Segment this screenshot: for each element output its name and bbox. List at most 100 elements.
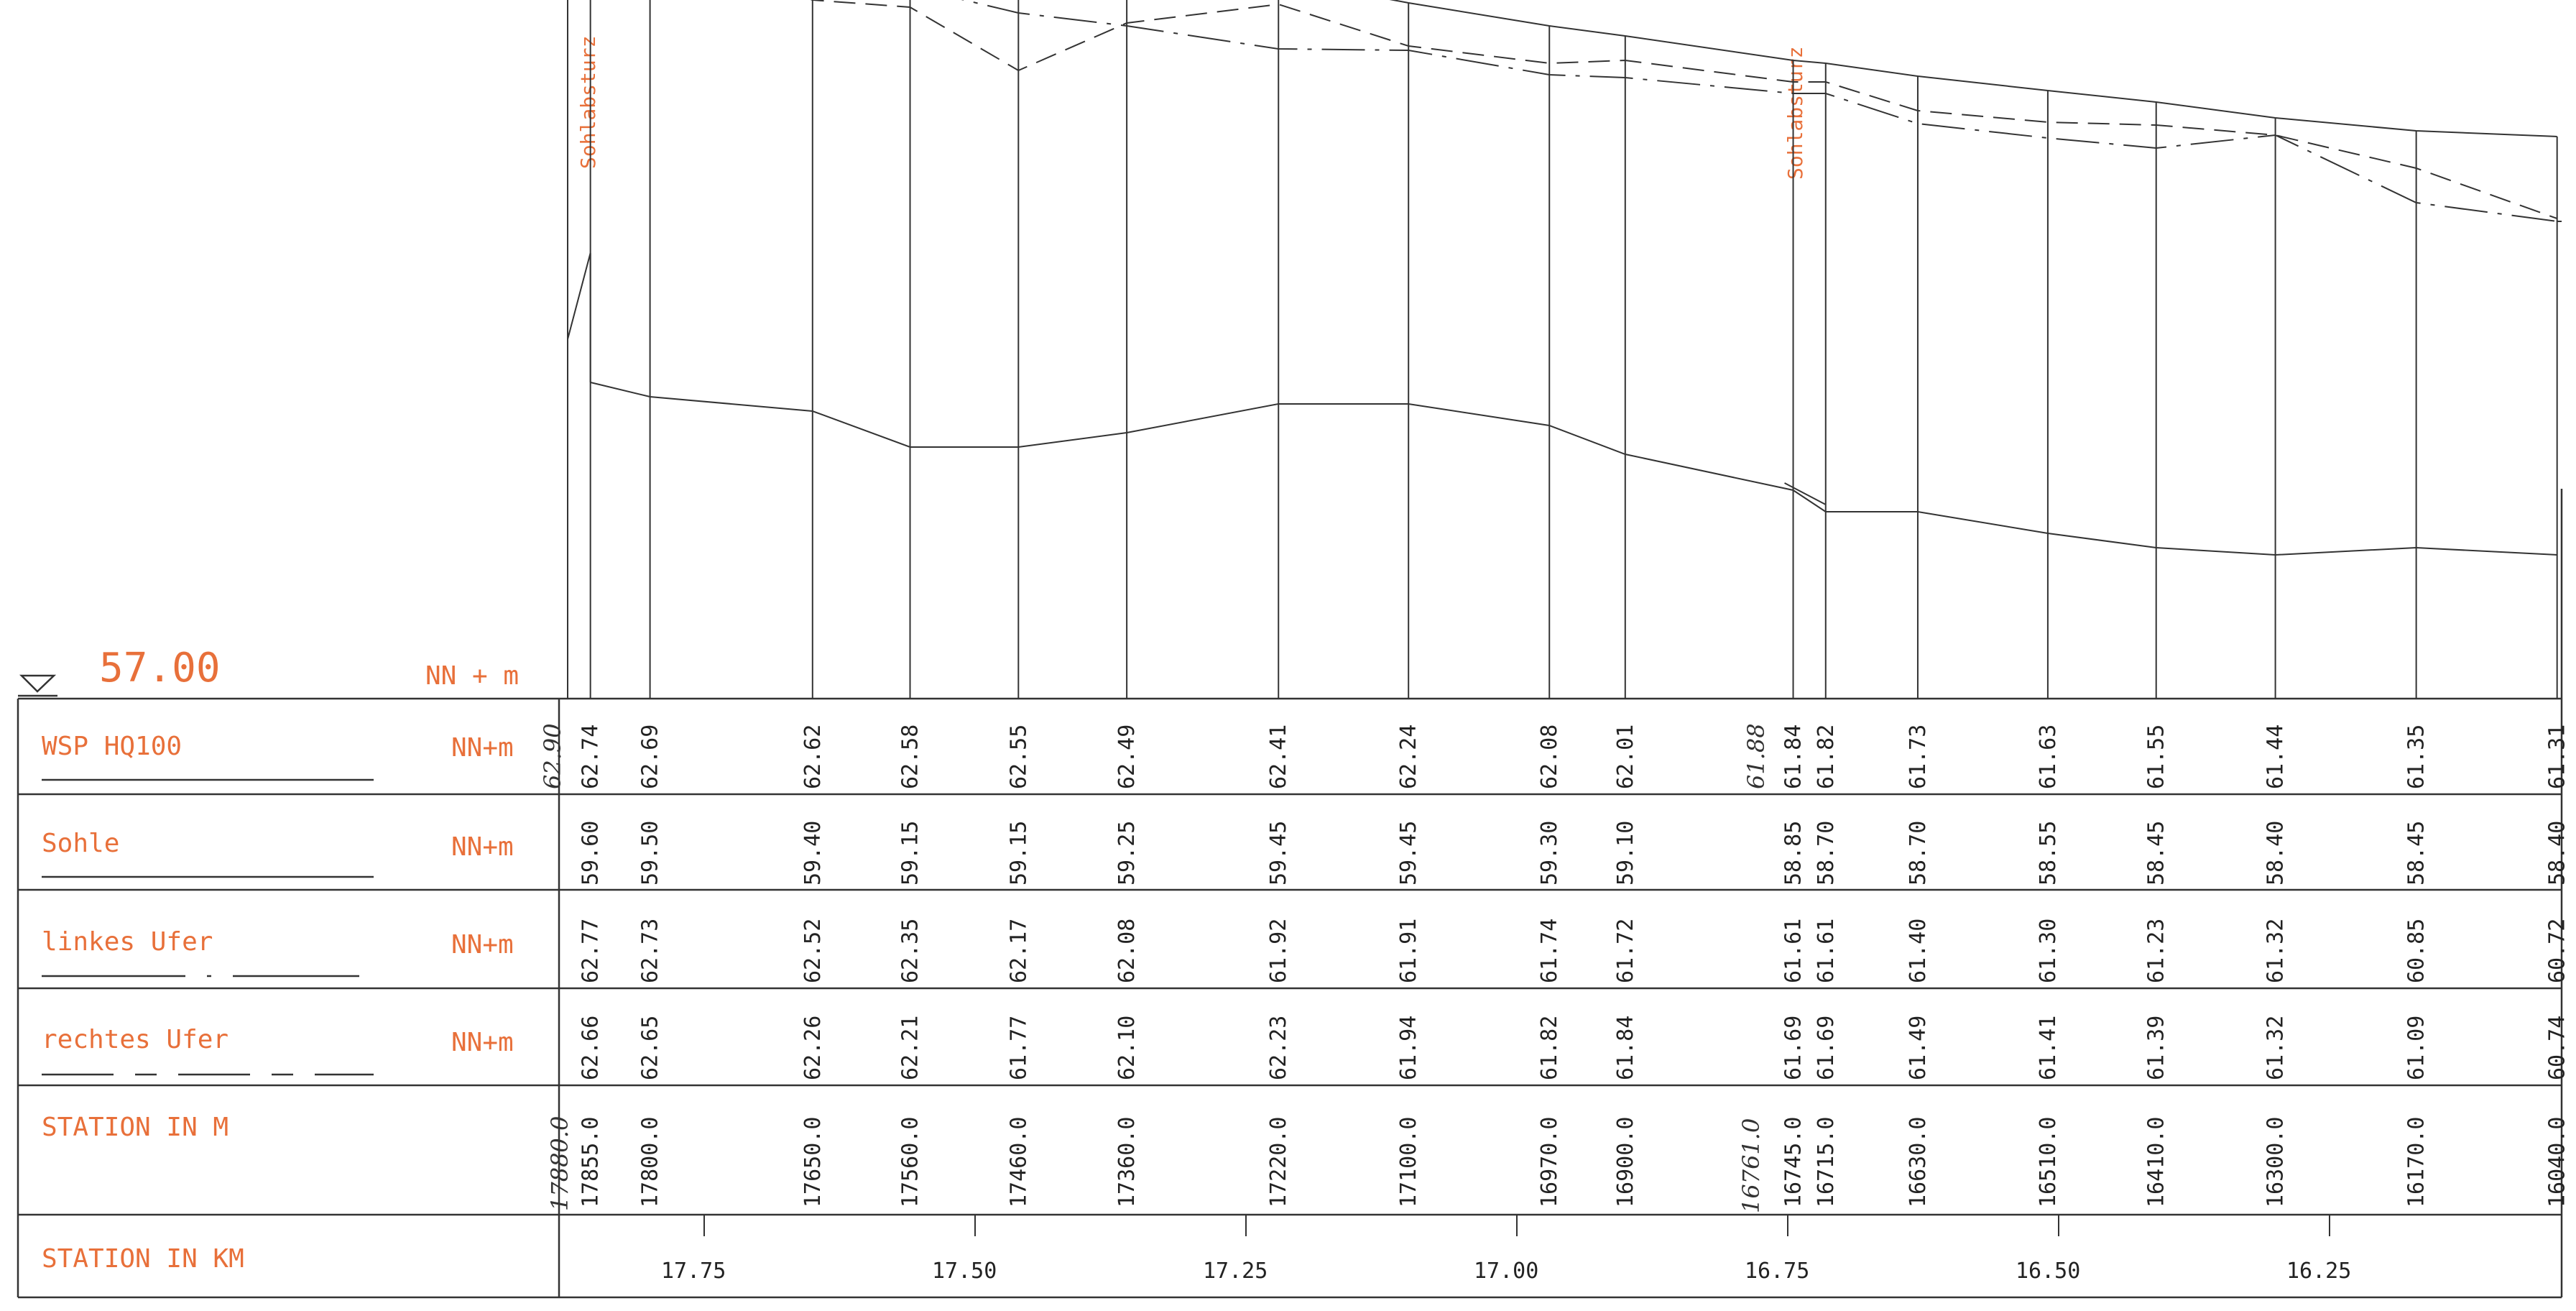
station-m-value: 16300.0 xyxy=(2263,1117,2289,1208)
rechtes-ufer-value: 62.65 xyxy=(638,1016,663,1080)
sohle-value: 59.15 xyxy=(898,821,923,886)
station-m-value: 16410.0 xyxy=(2144,1117,2169,1208)
sohle-line xyxy=(590,382,2557,556)
linkes-ufer-value: 61.40 xyxy=(1906,919,1931,983)
sohle-value: 58.70 xyxy=(1906,821,1931,886)
rechtes-ufer-value: 62.26 xyxy=(800,1016,826,1080)
rechtes-ufer-value: 61.32 xyxy=(2263,1016,2289,1080)
station-m-value: 16040.0 xyxy=(2545,1117,2570,1208)
handwritten-note-1: 62.90 xyxy=(539,723,566,789)
linkes-ufer-value: 60.72 xyxy=(2545,919,2570,983)
sohle-value: 58.85 xyxy=(1781,821,1806,886)
rechtes-ufer-value: 61.82 xyxy=(1537,1016,1562,1080)
station-m-value: 16630.0 xyxy=(1906,1117,1931,1208)
km-tick-label: 16.25 xyxy=(2286,1259,2351,1284)
rechtes-ufer-value: 61.41 xyxy=(2036,1016,2061,1080)
linkes-ufer-value: 61.74 xyxy=(1537,919,1562,983)
station-m-value: 17800.0 xyxy=(638,1117,663,1208)
rechtes-ufer-value: 61.94 xyxy=(1396,1016,1421,1080)
linkes-ufer-value: 62.73 xyxy=(638,919,663,983)
sohle-value: 59.25 xyxy=(1114,821,1140,886)
station-m-value: 16715.0 xyxy=(1814,1117,1839,1208)
sohle-value: 58.55 xyxy=(2036,821,2061,886)
sohle-value: 58.45 xyxy=(2144,821,2169,886)
station-m-value: 16745.0 xyxy=(1781,1117,1806,1208)
row-label-station-m: STATION IN M xyxy=(42,1113,228,1142)
linkes-ufer-value: 61.30 xyxy=(2036,919,2061,983)
wsp-value: 61.84 xyxy=(1781,724,1806,789)
sohle-value: 58.45 xyxy=(2404,821,2429,886)
linkes-ufer-value: 61.23 xyxy=(2144,919,2169,983)
row-label-rechtes-ufer: rechtes Ufer xyxy=(42,1025,228,1054)
profile-lines xyxy=(567,0,2562,699)
sohle-value: 59.40 xyxy=(800,821,826,886)
row-unit-sohle: NN+m xyxy=(451,832,514,862)
row-label-linkes-ufer: linkes Ufer xyxy=(42,927,213,957)
station-m-value: 16900.0 xyxy=(1613,1117,1638,1208)
sohle-value: 59.15 xyxy=(1006,821,1031,886)
linkes-ufer-value: 62.08 xyxy=(1114,919,1140,983)
row-label-station-km: STATION IN KM xyxy=(42,1244,244,1274)
wsp-hq100-line xyxy=(1389,0,2557,137)
station-m-value: 17360.0 xyxy=(1114,1117,1140,1208)
linkes-ufer-value: 62.35 xyxy=(898,919,923,983)
linkes-ufer-value: 60.85 xyxy=(2404,919,2429,983)
value-columns: 62.74 59.60 62.77 62.66 17855.0 62.69 59.50 62.… xyxy=(578,724,2570,1208)
station-m-value: 17855.0 xyxy=(578,1117,604,1208)
wsp-value: 61.44 xyxy=(2263,724,2289,789)
sohle-value: 59.45 xyxy=(1396,821,1421,886)
rechtes-ufer-value: 62.21 xyxy=(898,1016,923,1080)
linkes-ufer-value: 61.61 xyxy=(1781,919,1806,983)
datum-value: 57.00 xyxy=(99,645,221,691)
sohle-value: 58.40 xyxy=(2263,821,2289,886)
rechtes-ufer-value: 62.10 xyxy=(1114,1016,1140,1080)
sohlabsturz-label-1: Sohlabsturz xyxy=(576,36,600,169)
sohle-value: 58.40 xyxy=(2545,821,2570,886)
km-tick-label: 17.00 xyxy=(1474,1259,1538,1284)
station-m-value: 16970.0 xyxy=(1537,1117,1562,1208)
handwritten-note-2: 61.88 xyxy=(1742,723,1770,789)
sohle-value: 59.30 xyxy=(1537,821,1562,886)
station-m-value: 17650.0 xyxy=(800,1117,826,1208)
rechtes-ufer-value: 61.69 xyxy=(1814,1016,1839,1080)
wsp-value: 62.49 xyxy=(1114,724,1140,789)
sohlabsturz-label-2: Sohlabsturz xyxy=(1783,47,1807,180)
row-label-wsp: WSP HQ100 xyxy=(42,732,182,761)
wsp-value: 61.55 xyxy=(2144,724,2169,789)
km-tick-label: 16.75 xyxy=(1745,1259,1809,1284)
sohle-value: 58.70 xyxy=(1814,821,1839,886)
linkes-ufer-value: 61.61 xyxy=(1814,919,1839,983)
km-tick-label: 17.25 xyxy=(1203,1259,1268,1284)
sohle-value: 59.45 xyxy=(1266,821,1291,886)
wsp-value: 61.35 xyxy=(2404,724,2429,789)
rechtes-ufer-value: 60.74 xyxy=(2545,1016,2570,1080)
wsp-value: 61.82 xyxy=(1814,724,1839,789)
rechtes-ufer-value: 61.69 xyxy=(1781,1016,1806,1080)
rechtes-ufer-value: 62.23 xyxy=(1266,1016,1291,1080)
handwritten-note-3: 17880.0 xyxy=(546,1116,573,1211)
linkes-ufer-value: 62.17 xyxy=(1006,919,1031,983)
linkes-ufer-value: 61.32 xyxy=(2263,919,2289,983)
row-unit-linkes-ufer: NN+m xyxy=(451,930,514,960)
wsp-value: 62.74 xyxy=(578,724,604,789)
rechtes-ufer-value: 61.49 xyxy=(1906,1016,1931,1080)
linkes-ufer-value: 61.91 xyxy=(1396,919,1421,983)
wsp-value: 61.31 xyxy=(2545,724,2570,789)
wsp-value: 62.58 xyxy=(898,724,923,789)
datum-triangle-icon xyxy=(19,674,57,693)
row-label-sohle: Sohle xyxy=(42,829,119,858)
linkes-ufer-value: 62.77 xyxy=(578,919,604,983)
wsp-value: 61.63 xyxy=(2036,724,2061,789)
wsp-value: 62.08 xyxy=(1537,724,1562,789)
km-tick-label: 17.50 xyxy=(932,1259,997,1284)
wsp-value: 62.01 xyxy=(1613,724,1638,789)
wsp-value: 62.69 xyxy=(638,724,663,789)
linkes-ufer-value: 62.52 xyxy=(800,919,826,983)
wsp-value: 62.62 xyxy=(800,724,826,789)
linkes-ufer-value: 61.92 xyxy=(1266,919,1291,983)
wsp-value: 62.24 xyxy=(1396,724,1421,789)
station-m-value: 16170.0 xyxy=(2404,1117,2429,1208)
datum-marker xyxy=(18,674,57,697)
km-axis: 17.75 17.50 17.25 17.00 16.75 16.50 16.25 xyxy=(661,1215,2351,1284)
